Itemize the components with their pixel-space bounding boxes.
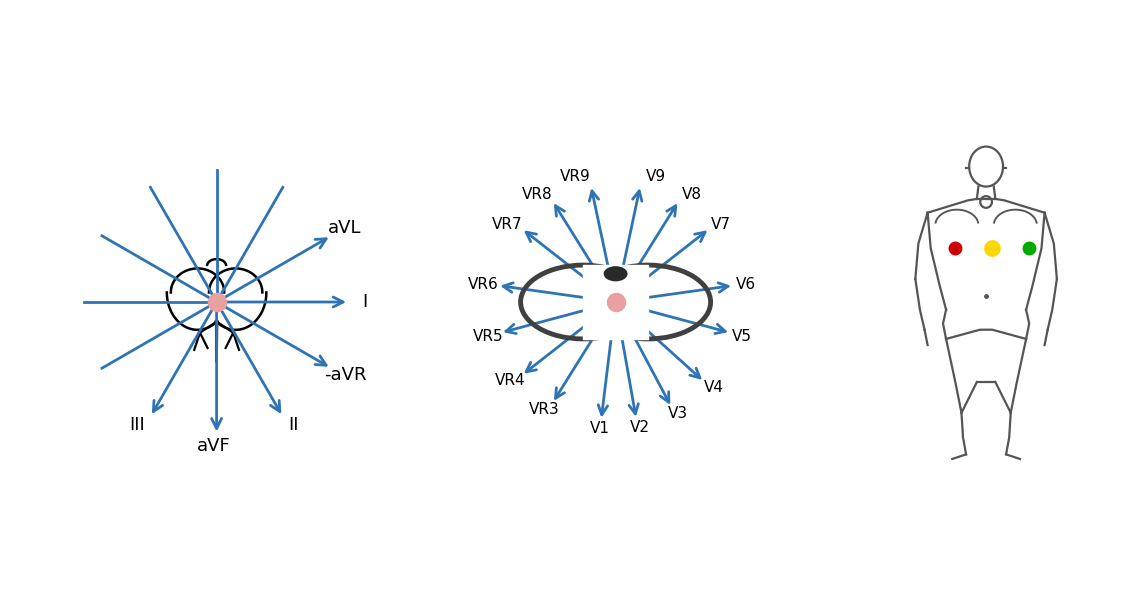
Text: V4: V4 [705,380,724,395]
Text: V3: V3 [668,406,689,422]
Text: II: II [288,416,299,434]
Text: III: III [129,416,145,434]
Text: V8: V8 [682,187,702,202]
Ellipse shape [604,266,627,281]
Text: V5: V5 [732,329,751,344]
Text: VR6: VR6 [467,277,498,292]
Text: VR3: VR3 [529,402,560,417]
Text: V6: V6 [735,277,756,292]
Text: V2: V2 [629,420,650,435]
Text: I: I [363,293,367,311]
Text: aVL: aVL [327,219,361,237]
Text: aVF: aVF [197,437,230,455]
Text: V7: V7 [710,217,731,231]
Text: VR8: VR8 [522,187,553,202]
Text: V9: V9 [645,169,666,184]
Text: VR5: VR5 [473,329,504,344]
Text: VR9: VR9 [560,169,591,184]
Text: -aVR: -aVR [325,366,367,384]
Text: VR7: VR7 [492,217,522,231]
Text: V1: V1 [591,420,610,435]
Text: VR4: VR4 [495,373,526,388]
